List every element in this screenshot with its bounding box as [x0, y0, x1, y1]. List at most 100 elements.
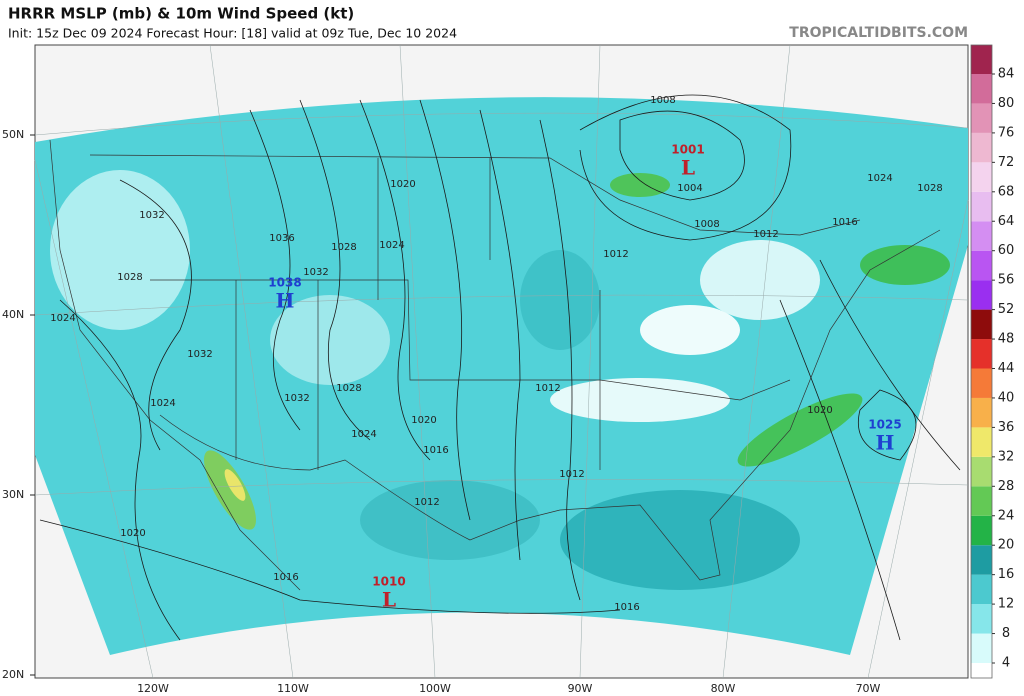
lon-label: 120W: [137, 682, 169, 695]
isobar-label: 1008: [694, 219, 719, 230]
model-domain: [35, 97, 968, 655]
pressure-center-symbol: L: [382, 588, 396, 612]
isobar-label: 1020: [120, 528, 145, 539]
colorbar-label: 76: [998, 125, 1015, 140]
title: HRRR MSLP (mb) & 10m Wind Speed (kt): [8, 5, 354, 23]
isobar-label: 1020: [807, 405, 832, 416]
pressure-center-symbol: L: [681, 156, 695, 180]
colorbar-label: 12: [998, 597, 1015, 612]
isobar-label: 1016: [273, 572, 298, 583]
colorbar-label: 8: [1002, 626, 1010, 641]
isobar-label: 1012: [603, 249, 628, 260]
pressure-center-value: 1010: [372, 575, 405, 589]
isobar-label: 1024: [351, 429, 376, 440]
isobar-label: 1016: [423, 445, 448, 456]
isobar-label: 1032: [284, 393, 309, 404]
colorbar-label: 36: [998, 420, 1015, 435]
pressure-center-value: 1025: [868, 418, 901, 432]
colorbar-label: 4: [1002, 656, 1010, 671]
colorbar-bin: [971, 74, 992, 104]
lon-label: 80W: [711, 682, 736, 695]
colorbar-label: 28: [998, 479, 1015, 494]
isobar-label: 1016: [614, 602, 639, 613]
colorbar-label: 32: [998, 449, 1015, 464]
pressure-center-symbol: H: [276, 289, 295, 313]
colorbar-label: 56: [998, 273, 1015, 288]
isobar-label: 1020: [390, 179, 415, 190]
lat-label: 30N: [2, 488, 24, 501]
isobar-label: 1028: [336, 383, 361, 394]
subtitle: Init: 15z Dec 09 2024 Forecast Hour: [18…: [8, 26, 457, 41]
isobar-label: 1008: [650, 95, 675, 106]
lat-label: 20N: [2, 668, 24, 681]
colorbar-bin: [971, 368, 992, 398]
colorbar-bin: [971, 486, 992, 516]
watermark: TROPICALTIDBITS.COM: [789, 25, 968, 41]
colorbar-label: 20: [998, 538, 1015, 553]
colorbar-label: 80: [998, 96, 1015, 111]
pressure-center-symbol: H: [876, 431, 895, 455]
lon-label: 70W: [856, 682, 881, 695]
colorbar-label: 16: [998, 567, 1015, 582]
isobar-label: 1012: [535, 383, 560, 394]
isobar-label: 1032: [187, 349, 212, 360]
colorbar-bin: [971, 633, 992, 663]
isobar-label: 1020: [411, 415, 436, 426]
colorbar-bin: [971, 250, 992, 281]
colorbar-bin: [971, 545, 992, 575]
colorbar-label: 44: [998, 361, 1015, 376]
wind-patches: [50, 170, 950, 590]
map: [34, 44, 969, 679]
colorbar-bin: [971, 309, 992, 340]
colorbar-bin: [971, 221, 992, 251]
isobar-label: 1032: [303, 267, 328, 278]
colorbar-bin: [971, 574, 992, 605]
colorbar-bin: [971, 339, 992, 369]
lon-label: 110W: [277, 682, 309, 695]
colorbar-frame: [970, 44, 993, 679]
pressure-center-value: 1001: [671, 143, 704, 157]
isobar-label: 1032: [139, 210, 164, 221]
colorbar-bin: [971, 103, 992, 133]
colorbar-bin: [971, 515, 992, 546]
colorbar-bin: [971, 191, 992, 222]
grid-lines: [34, 44, 969, 679]
isobar-label: 1024: [50, 313, 75, 324]
colorbar-label: 52: [998, 302, 1015, 317]
colorbar-bin: [971, 280, 992, 310]
isobar-label: 1024: [150, 398, 175, 409]
colorbar-bin: [971, 162, 992, 192]
colorbar-bin: [971, 663, 992, 678]
colorbar-bin: [971, 427, 992, 457]
isobar-label: 1024: [379, 240, 404, 251]
isobars: [39, 94, 961, 641]
isobar-label: 1036: [269, 233, 294, 244]
colorbar-bin: [971, 604, 992, 634]
colorbar-label: 84: [998, 67, 1015, 82]
colorbar-label: 68: [998, 184, 1015, 199]
lon-label: 90W: [568, 682, 593, 695]
colorbar-bin: [971, 397, 992, 428]
colorbar-label: 24: [998, 508, 1015, 523]
borders: [49, 139, 941, 591]
isobar-label: 1004: [677, 183, 702, 194]
lat-label: 50N: [2, 128, 24, 141]
pressure-center-value: 1038: [268, 276, 301, 290]
isobar-label: 1012: [753, 229, 778, 240]
colorbar-label: 48: [998, 332, 1015, 347]
colorbar-label: 60: [998, 243, 1015, 258]
isobar-label: 1028: [331, 242, 356, 253]
colorbar-bin: [971, 132, 992, 163]
colorbar-label: 72: [998, 155, 1015, 170]
colorbar-label: 64: [998, 214, 1015, 229]
colorbar-bin: [971, 45, 992, 74]
isobar-label: 1024: [867, 173, 892, 184]
isobar-label: 1028: [917, 183, 942, 194]
colorbar-label: 40: [998, 390, 1015, 405]
isobar-label: 1012: [559, 469, 584, 480]
lat-label: 40N: [2, 308, 24, 321]
lon-label: 100W: [419, 682, 451, 695]
colorbar-bin: [971, 456, 992, 487]
isobar-label: 1016: [832, 217, 857, 228]
